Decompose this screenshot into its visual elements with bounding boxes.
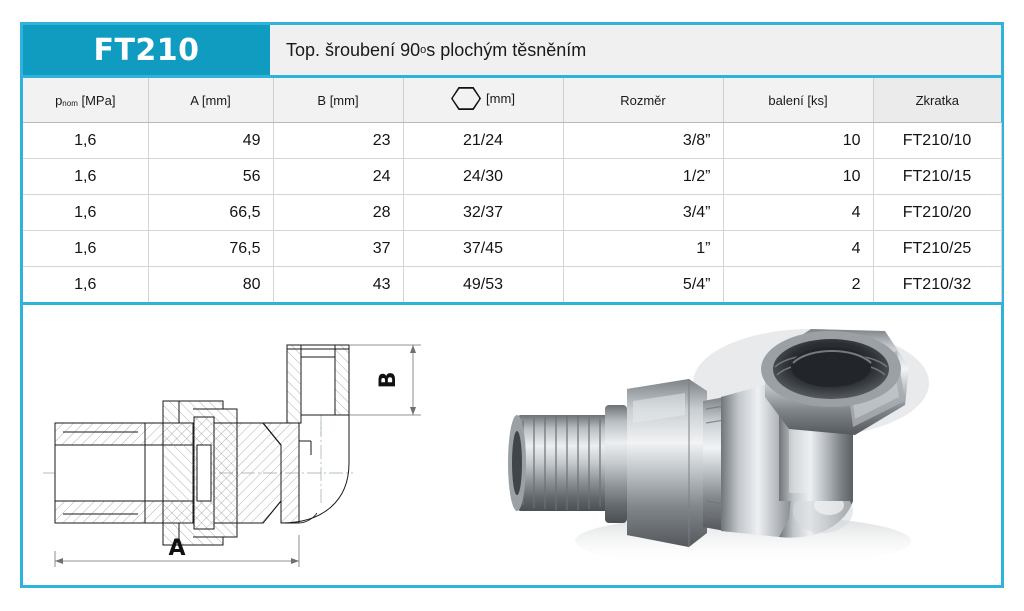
- product-code: FT210: [93, 32, 200, 68]
- hexagon-icon: [451, 86, 482, 111]
- product-title: Top. šroubení 90 o s plochým těsněním: [270, 25, 1001, 75]
- column-header-a: A [mm]: [148, 78, 274, 123]
- cell-hex: 21/24: [403, 122, 564, 159]
- cell-a: 56: [148, 158, 274, 195]
- specification-table: pnom [MPa] A [mm] B [mm] [mm] Rozměr bal…: [23, 78, 1002, 302]
- product-code-block: FT210: [23, 25, 270, 75]
- cell-rozmer: 1/2”: [563, 158, 724, 195]
- product-title-suffix: s plochým těsněním: [426, 39, 587, 60]
- column-header-rozmer: Rozměr: [563, 78, 724, 123]
- cell-baleni: 2: [723, 266, 874, 302]
- cell-pnom: 1,6: [23, 194, 149, 231]
- cell-a: 49: [148, 122, 274, 159]
- cell-b: 43: [273, 266, 404, 302]
- cell-baleni: 4: [723, 194, 874, 231]
- table-row: 1,6 76,5 37 37/45 1” 4 FT210/25: [23, 230, 1002, 267]
- illustration-panel: A B: [23, 302, 1001, 579]
- cell-hex: 49/53: [403, 266, 564, 302]
- cell-pnom: 1,6: [23, 122, 149, 159]
- cell-hex: 37/45: [403, 230, 564, 267]
- column-header-zkratka: Zkratka: [873, 78, 1001, 123]
- table-row: 1,6 80 43 49/53 5/4” 2 FT210/32: [23, 266, 1002, 302]
- table-row: 1,6 56 24 24/30 1/2” 10 FT210/15: [23, 158, 1002, 195]
- column-header-b: B [mm]: [273, 78, 404, 123]
- column-header-hex: [mm]: [403, 78, 564, 123]
- cell-b: 23: [273, 122, 404, 159]
- cell-b: 24: [273, 158, 404, 195]
- dimension-a-label: A: [168, 536, 185, 561]
- datasheet-frame: FT210 Top. šroubení 90 o s plochým těsněn…: [20, 22, 1004, 588]
- pnom-unit: [MPa]: [77, 92, 116, 108]
- product-title-prefix: Top. šroubení 90: [286, 39, 421, 60]
- table-header-row: pnom [MPa] A [mm] B [mm] [mm] Rozměr bal…: [23, 78, 1001, 123]
- cell-baleni: 10: [723, 122, 874, 159]
- cell-hex: 32/37: [403, 194, 564, 231]
- hex-unit: [mm]: [486, 91, 515, 106]
- table-body: 1,6 49 23 21/24 3/8” 10 FT210/10 1,6 56 …: [23, 122, 1002, 302]
- cell-pnom: 1,6: [23, 158, 149, 195]
- cell-zkratka: FT210/15: [873, 158, 1002, 195]
- column-header-pnom: pnom [MPa]: [23, 78, 149, 123]
- cell-zkratka: FT210/32: [873, 266, 1002, 302]
- cell-zkratka: FT210/25: [873, 230, 1002, 267]
- cell-rozmer: 3/8”: [563, 122, 724, 159]
- cell-zkratka: FT210/10: [873, 122, 1002, 159]
- cell-pnom: 1,6: [23, 266, 149, 302]
- degree-symbol: o: [420, 44, 427, 56]
- cell-a: 76,5: [148, 230, 274, 267]
- column-header-baleni: balení [ks]: [723, 78, 874, 123]
- technical-drawing: A B: [43, 344, 421, 567]
- cell-b: 28: [273, 194, 404, 231]
- cell-baleni: 4: [723, 230, 874, 267]
- cell-zkratka: FT210/20: [873, 194, 1002, 231]
- cell-rozmer: 3/4”: [563, 194, 724, 231]
- cell-pnom: 1,6: [23, 230, 149, 267]
- dimension-b-label: B: [376, 372, 401, 389]
- cell-hex: 24/30: [403, 158, 564, 195]
- cell-b: 37: [273, 230, 404, 267]
- cell-a: 66,5: [148, 194, 274, 231]
- pnom-symbol: p: [55, 92, 63, 108]
- cell-rozmer: 1”: [563, 230, 724, 267]
- table-row: 1,6 49 23 21/24 3/8” 10 FT210/10: [23, 122, 1002, 159]
- cell-a: 80: [148, 266, 274, 302]
- product-photo: [508, 329, 929, 567]
- pnom-subscript: nom: [62, 98, 78, 108]
- title-bar: FT210 Top. šroubení 90 o s plochým těsněn…: [23, 25, 1001, 78]
- table-row: 1,6 66,5 28 32/37 3/4” 4 FT210/20: [23, 194, 1002, 231]
- cell-baleni: 10: [723, 158, 874, 195]
- cell-rozmer: 5/4”: [563, 266, 724, 302]
